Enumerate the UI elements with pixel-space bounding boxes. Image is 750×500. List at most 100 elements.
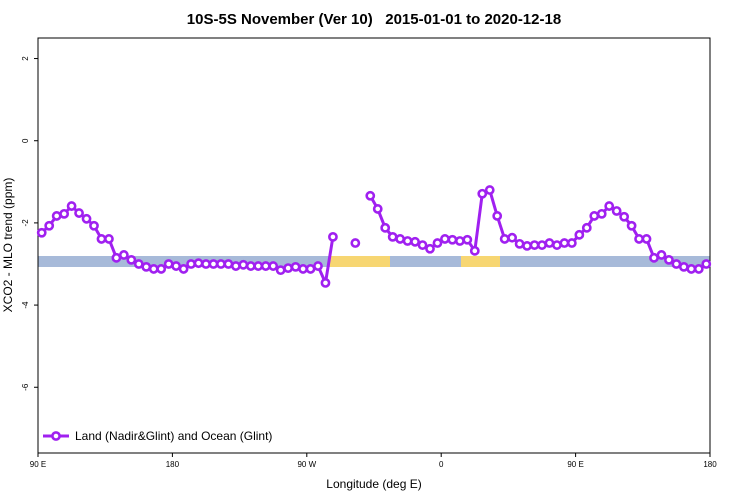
point xyxy=(245,261,256,271)
point xyxy=(626,220,637,231)
y-tick-label: 0 xyxy=(21,138,30,143)
point xyxy=(89,220,99,231)
point xyxy=(395,234,406,244)
legend-label: Land (Nadir&Glint) and Ocean (Glint) xyxy=(75,429,272,443)
point xyxy=(671,259,682,269)
point xyxy=(305,264,316,274)
point xyxy=(283,263,294,273)
y-tick-label: -4 xyxy=(21,301,30,309)
point xyxy=(537,240,547,250)
point xyxy=(290,261,301,272)
point xyxy=(365,190,376,201)
point xyxy=(529,240,540,250)
y-axis-label: XCO2 - MLO trend (ppm) xyxy=(1,178,15,313)
point xyxy=(559,238,570,248)
point xyxy=(454,236,465,246)
point xyxy=(133,259,144,269)
point xyxy=(275,265,286,276)
point xyxy=(298,264,308,274)
point xyxy=(96,234,107,244)
point xyxy=(432,238,443,248)
point xyxy=(387,231,398,242)
point xyxy=(656,250,667,260)
point xyxy=(156,264,167,274)
legend-item: Land (Nadir&Glint) and Ocean (Glint) xyxy=(43,429,272,443)
point xyxy=(320,277,331,288)
point xyxy=(589,211,600,221)
point xyxy=(104,234,114,244)
point xyxy=(522,241,532,251)
x-tick-label: 90 E xyxy=(567,460,583,469)
legend-swatch-marker xyxy=(51,431,61,441)
plot-frame xyxy=(37,37,711,454)
point xyxy=(74,208,84,218)
point xyxy=(402,236,413,246)
point xyxy=(51,211,62,221)
point xyxy=(425,243,435,254)
point xyxy=(201,259,211,269)
y-tick-label: 2 xyxy=(21,56,30,61)
point xyxy=(686,264,697,274)
point xyxy=(328,231,338,242)
point xyxy=(223,259,234,269)
point xyxy=(126,254,137,265)
point xyxy=(141,261,152,272)
x-tick-label: 90 E xyxy=(30,460,46,469)
point xyxy=(44,220,55,231)
point xyxy=(178,264,189,274)
point xyxy=(350,238,361,248)
land-strip xyxy=(330,256,390,267)
y-tick-label: -2 xyxy=(21,219,30,227)
point xyxy=(701,259,712,269)
point xyxy=(148,264,159,274)
point xyxy=(186,259,196,269)
point xyxy=(118,250,129,260)
x-tick-label: 90 W xyxy=(297,460,316,469)
point xyxy=(604,201,615,211)
point xyxy=(36,227,47,238)
point xyxy=(380,222,391,233)
point xyxy=(507,232,518,243)
point xyxy=(514,238,525,249)
point xyxy=(66,201,77,211)
point xyxy=(253,261,264,271)
point xyxy=(171,261,182,271)
point xyxy=(447,234,458,245)
point xyxy=(544,238,555,248)
point xyxy=(238,259,249,270)
point xyxy=(268,261,279,271)
x-axis-label: Longitude (deg E) xyxy=(326,477,421,491)
point xyxy=(574,229,585,240)
point xyxy=(552,240,562,250)
point xyxy=(230,261,241,271)
point xyxy=(111,252,122,263)
point xyxy=(469,245,480,256)
point xyxy=(649,252,659,263)
point xyxy=(477,188,488,199)
x-tick-label: 0 xyxy=(439,460,444,469)
point xyxy=(208,259,219,269)
point xyxy=(313,261,323,271)
point xyxy=(611,206,622,216)
point xyxy=(81,213,92,224)
point xyxy=(410,236,420,247)
x-tick-label: 180 xyxy=(703,460,717,469)
point xyxy=(59,208,70,219)
land-strip xyxy=(461,256,500,267)
point xyxy=(664,254,674,265)
point xyxy=(596,208,607,219)
point xyxy=(678,261,689,272)
point xyxy=(693,264,704,274)
point xyxy=(260,261,271,271)
point xyxy=(619,211,630,222)
point xyxy=(566,238,577,248)
point xyxy=(163,259,174,269)
point xyxy=(440,234,450,244)
x-tick-label: 180 xyxy=(166,460,180,469)
y-tick-label: -6 xyxy=(21,383,30,391)
point xyxy=(634,234,644,244)
point xyxy=(499,234,510,244)
surface-strip xyxy=(38,256,710,267)
point xyxy=(641,234,652,244)
